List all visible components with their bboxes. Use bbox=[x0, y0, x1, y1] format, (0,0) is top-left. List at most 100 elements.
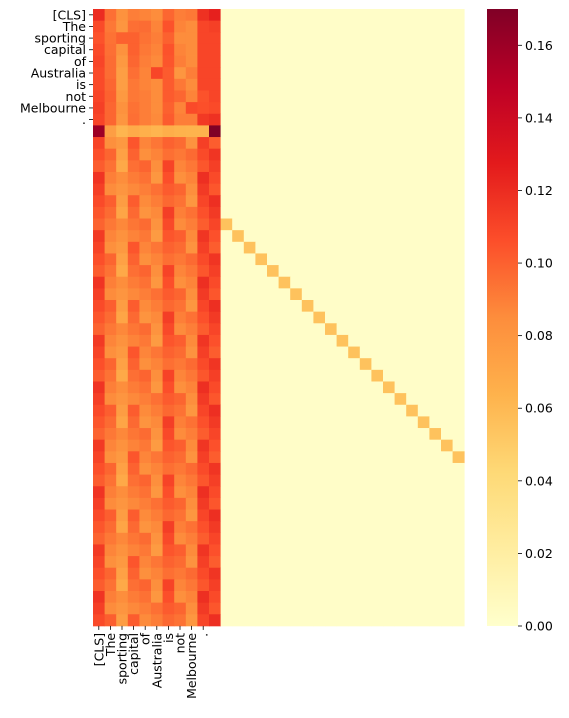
heatmap-cell bbox=[139, 579, 152, 592]
heatmap-cell bbox=[371, 439, 384, 452]
heatmap-cell bbox=[278, 486, 291, 499]
heatmap-cell bbox=[359, 160, 372, 173]
heatmap-cell bbox=[267, 451, 279, 464]
heatmap-cell bbox=[116, 90, 129, 103]
heatmap-cell bbox=[116, 521, 129, 534]
heatmap-cell bbox=[325, 90, 337, 103]
heatmap-cell bbox=[290, 253, 303, 266]
heatmap-cell bbox=[383, 567, 395, 580]
heatmap-cell bbox=[267, 567, 279, 580]
heatmap-cell bbox=[93, 462, 105, 475]
heatmap-cell bbox=[325, 497, 337, 510]
heatmap-cell bbox=[116, 381, 129, 394]
heatmap-cell bbox=[452, 113, 465, 126]
heatmap-cell bbox=[325, 439, 337, 452]
heatmap-cell bbox=[394, 102, 407, 115]
heatmap-cell bbox=[383, 509, 395, 522]
heatmap-cell bbox=[151, 148, 163, 161]
heatmap-cell bbox=[441, 509, 453, 522]
heatmap-cell bbox=[93, 113, 105, 126]
heatmap-cell bbox=[127, 416, 140, 429]
heatmap-cell bbox=[336, 78, 349, 91]
heatmap-cell bbox=[197, 369, 210, 382]
heatmap-cell bbox=[290, 113, 303, 126]
heatmap-cell bbox=[290, 334, 303, 347]
heatmap-cell bbox=[151, 462, 163, 475]
heatmap-cell bbox=[185, 381, 198, 394]
heatmap-cell bbox=[348, 241, 361, 254]
heatmap-cell bbox=[232, 556, 245, 569]
heatmap-cell bbox=[162, 43, 175, 56]
heatmap-cell bbox=[417, 171, 430, 184]
heatmap-cell bbox=[93, 195, 105, 208]
heatmap-cell bbox=[127, 125, 140, 138]
heatmap-cell bbox=[441, 602, 453, 615]
heatmap-cell bbox=[104, 323, 117, 336]
heatmap-cell bbox=[394, 369, 407, 382]
heatmap-cell bbox=[220, 369, 233, 382]
heatmap-cell bbox=[406, 381, 419, 394]
heatmap-cell bbox=[325, 288, 337, 301]
heatmap-cell bbox=[220, 614, 233, 627]
heatmap-cell bbox=[371, 462, 384, 475]
heatmap-cell bbox=[452, 591, 465, 604]
heatmap-cell bbox=[278, 509, 291, 522]
heatmap-cell bbox=[139, 230, 152, 243]
heatmap-cell bbox=[209, 497, 221, 510]
heatmap-cell bbox=[336, 393, 349, 406]
heatmap-cell bbox=[209, 369, 221, 382]
heatmap-cell bbox=[313, 416, 326, 429]
heatmap-cell bbox=[185, 474, 198, 487]
heatmap-cell bbox=[417, 20, 430, 33]
heatmap-cell bbox=[313, 218, 326, 231]
heatmap-cell bbox=[301, 439, 314, 452]
heatmap-cell bbox=[290, 497, 303, 510]
heatmap-cell bbox=[325, 369, 337, 382]
heatmap-cell bbox=[290, 171, 303, 184]
heatmap-cell bbox=[371, 474, 384, 487]
heatmap-cell bbox=[127, 381, 140, 394]
heatmap-cell bbox=[174, 393, 187, 406]
heatmap-cell bbox=[267, 556, 279, 569]
heatmap-cell bbox=[417, 300, 430, 313]
heatmap-cell bbox=[232, 323, 245, 336]
heatmap-cell bbox=[290, 428, 303, 441]
heatmap-cell bbox=[394, 486, 407, 499]
y-tick-labels: [CLS]ThesportingcapitalofAustraliaisnotM… bbox=[20, 7, 93, 127]
heatmap-cell bbox=[325, 20, 337, 33]
heatmap-cell bbox=[151, 218, 163, 231]
heatmap-cell bbox=[209, 43, 221, 56]
heatmap-cell bbox=[185, 265, 198, 278]
heatmap-cell bbox=[139, 183, 152, 196]
heatmap-cell bbox=[325, 614, 337, 627]
heatmap-cell bbox=[139, 43, 152, 56]
heatmap-cell bbox=[429, 544, 442, 557]
heatmap-cell bbox=[232, 404, 245, 417]
heatmap-cell bbox=[417, 497, 430, 510]
heatmap-cell bbox=[232, 32, 245, 45]
heatmap-cell bbox=[197, 311, 210, 324]
heatmap-cell bbox=[371, 78, 384, 91]
heatmap-cell bbox=[197, 113, 210, 126]
heatmap-cell bbox=[151, 230, 163, 243]
heatmap-cell bbox=[441, 451, 453, 464]
heatmap-cell bbox=[255, 288, 268, 301]
heatmap-cell bbox=[174, 241, 187, 254]
heatmap-cell bbox=[417, 544, 430, 557]
heatmap-cell bbox=[209, 346, 221, 359]
heatmap-cell bbox=[185, 300, 198, 313]
colorbar-tick-label: 0.12 bbox=[525, 183, 553, 198]
heatmap-cell bbox=[417, 288, 430, 301]
heatmap-cell bbox=[441, 579, 453, 592]
heatmap-cell bbox=[417, 9, 430, 22]
heatmap-cell bbox=[278, 183, 291, 196]
heatmap-cell bbox=[406, 183, 419, 196]
heatmap-cell bbox=[116, 253, 129, 266]
heatmap-cell bbox=[162, 602, 175, 615]
heatmap-cell bbox=[313, 556, 326, 569]
heatmap-cell bbox=[371, 497, 384, 510]
heatmap-cell bbox=[313, 521, 326, 534]
heatmap-cell bbox=[452, 462, 465, 475]
heatmap-cell bbox=[104, 462, 117, 475]
heatmap-cell bbox=[232, 276, 245, 289]
